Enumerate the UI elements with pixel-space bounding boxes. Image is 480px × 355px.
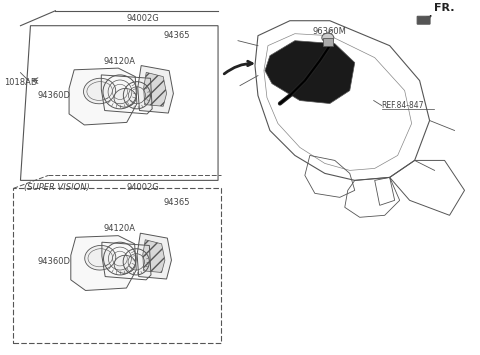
Ellipse shape — [85, 245, 116, 270]
Polygon shape — [69, 68, 137, 125]
Polygon shape — [21, 26, 218, 180]
Ellipse shape — [114, 255, 135, 273]
Bar — [13, 189, 221, 343]
Ellipse shape — [84, 78, 116, 104]
Text: REF.84-847: REF.84-847 — [382, 101, 424, 110]
Text: 94365: 94365 — [163, 198, 190, 207]
Text: 94120A: 94120A — [103, 224, 135, 233]
Ellipse shape — [114, 88, 136, 107]
Polygon shape — [144, 72, 167, 106]
Text: 94360D: 94360D — [37, 91, 71, 99]
Text: 94360D: 94360D — [37, 257, 71, 266]
Polygon shape — [71, 236, 136, 290]
Ellipse shape — [322, 33, 334, 42]
Text: 94365: 94365 — [163, 31, 190, 40]
Text: FR.: FR. — [433, 3, 454, 13]
Text: (SUPER VISION): (SUPER VISION) — [24, 183, 90, 192]
Bar — [323, 38, 333, 46]
Polygon shape — [137, 233, 171, 279]
Polygon shape — [265, 41, 355, 104]
FancyBboxPatch shape — [417, 16, 430, 24]
Text: 94120A: 94120A — [103, 56, 135, 66]
Polygon shape — [138, 66, 173, 113]
Text: 94002G: 94002G — [127, 183, 159, 192]
Text: 1018AD: 1018AD — [4, 78, 38, 87]
Polygon shape — [143, 240, 165, 273]
Text: 96360M: 96360M — [313, 27, 347, 36]
Text: 94002G: 94002G — [127, 14, 159, 23]
